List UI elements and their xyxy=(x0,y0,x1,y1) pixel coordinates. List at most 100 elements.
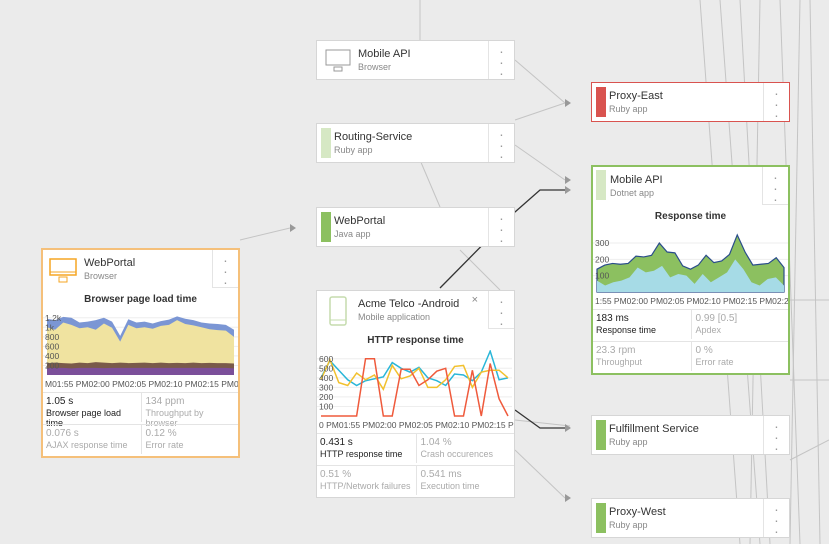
stats-panel: 1.05 s Browser page load time 134 ppm Th… xyxy=(43,392,238,456)
stat-label: Browser page load time xyxy=(46,408,122,428)
app-type-indicator xyxy=(596,87,606,117)
stat-value: 23.3 rpm xyxy=(596,345,636,356)
node-subtitle: Browser xyxy=(358,62,392,72)
node-proxy-west[interactable]: Proxy-West Ruby app · · · xyxy=(591,498,790,538)
stat-label: Execution time xyxy=(420,481,480,491)
x-axis-ticks: 0 PM01:55 PM02:00 PM02:05 PM02:10 PM02:1… xyxy=(319,420,514,430)
stat-label: HTTP/Network failures xyxy=(320,481,411,491)
more-menu-button[interactable]: · · · xyxy=(488,291,514,330)
node-title: WebPortal xyxy=(334,215,386,227)
app-type-indicator xyxy=(321,128,331,158)
stats-panel: 0.431 s HTTP response time 1.04 % Crash … xyxy=(317,433,514,497)
y-tick-label: 500 xyxy=(319,363,333,373)
monitor-icon xyxy=(49,258,77,283)
node-title: Routing-Service xyxy=(334,131,413,143)
close-icon[interactable]: × xyxy=(471,294,478,306)
stat: 0.076 s AJAX response time xyxy=(43,424,141,454)
node-subtitle: Ruby app xyxy=(334,145,373,155)
node-subtitle: Ruby app xyxy=(609,520,648,530)
app-type-indicator xyxy=(596,420,606,450)
y-tick-label: 400 xyxy=(45,351,59,361)
more-menu-button[interactable]: · · · xyxy=(488,124,514,163)
stat: 0.51 % HTTP/Network failures xyxy=(317,465,416,495)
y-tick-label: 400 xyxy=(319,373,333,383)
series-light-blue xyxy=(597,259,784,292)
more-menu-button[interactable]: · · · xyxy=(762,167,788,206)
stat-value: 0.99 [0.5] xyxy=(695,313,738,324)
stat-value: 0 % xyxy=(695,345,713,356)
app-type-indicator xyxy=(321,212,331,242)
card-mobile-api-dotnet[interactable]: Mobile API Dotnet app · · · Response time 3… xyxy=(591,165,790,375)
stat-label: Apdex xyxy=(695,325,722,335)
more-menu-button[interactable]: · · · xyxy=(488,41,514,80)
stat-label: Response time xyxy=(596,325,657,335)
stat: 0.99 [0.5] Apdex xyxy=(690,309,788,339)
mobile-phone-icon xyxy=(329,296,347,326)
y-tick-label: 600 xyxy=(45,341,59,351)
card-title: WebPortal xyxy=(84,257,136,269)
stat: 0 % Error rate xyxy=(690,341,788,371)
card-webportal-browser[interactable]: WebPortal Browser · · · Browser page load … xyxy=(41,248,240,458)
stat-label: Throughput xyxy=(596,357,643,367)
series-yellow xyxy=(47,320,234,375)
card-title: Acme Telco -Android xyxy=(358,298,460,310)
more-menu-button[interactable]: · · · xyxy=(488,208,514,247)
stat-label: Crash occurences xyxy=(420,449,494,459)
chart: 300 200 100 xyxy=(593,233,788,293)
stat: 183 ms Response time xyxy=(593,309,691,339)
node-title: Fulfillment Service xyxy=(609,423,699,435)
card-subtitle: Mobile application xyxy=(358,312,431,322)
monitor-icon xyxy=(325,49,351,72)
node-webportal-java[interactable]: WebPortal Java app · · · xyxy=(316,207,515,247)
x-axis-ticks: 1:55 PM02:00 PM02:05 PM02:10 PM02:15 PM0… xyxy=(595,296,788,306)
chart-title: HTTP response time xyxy=(367,335,464,346)
stat: 1.04 % Crash occurences xyxy=(415,433,514,463)
node-mobile-api-browser[interactable]: Mobile API Browser · · · xyxy=(316,40,515,80)
series-cyan xyxy=(320,350,509,387)
stat-value: 0.51 % xyxy=(320,469,352,480)
y-tick-label: 200 xyxy=(45,360,59,370)
y-tick-label: 300 xyxy=(595,238,609,248)
card-acme-telco-android[interactable]: × Acme Telco -Android Mobile application… xyxy=(316,290,515,498)
stat-value: 183 ms xyxy=(596,313,629,324)
series-purple xyxy=(47,367,234,375)
more-menu-button[interactable]: · · · xyxy=(763,499,789,538)
stat-value: 0.12 % xyxy=(145,428,177,439)
node-subtitle: Java app xyxy=(334,229,371,239)
stat: 1.05 s Browser page load time xyxy=(43,392,141,428)
node-title: Proxy-West xyxy=(609,506,666,518)
series-yellow xyxy=(320,357,509,391)
stat-value: 1.05 s xyxy=(46,396,74,407)
node-title: Proxy-East xyxy=(609,90,663,102)
stat-label: Throughput by browser xyxy=(145,408,204,428)
stats-panel: 183 ms Response time 0.99 [0.5] Apdex 23… xyxy=(593,309,788,373)
stat-value: 134 ppm xyxy=(145,396,185,407)
y-tick-label: 200 xyxy=(595,254,609,264)
node-subtitle: Ruby app xyxy=(609,104,648,114)
y-tick-label: 100 xyxy=(319,401,333,411)
stat-label: HTTP response time xyxy=(320,449,403,459)
stat-value: 0.076 s xyxy=(46,428,79,439)
chart-title: Browser page load time xyxy=(84,294,197,305)
stat-label: AJAX response time xyxy=(46,440,128,450)
node-proxy-east[interactable]: Proxy-East Ruby app · · · xyxy=(591,82,790,122)
node-routing-service[interactable]: Routing-Service Ruby app · · · xyxy=(316,123,515,163)
y-tick-label: 800 xyxy=(45,332,59,342)
card-subtitle: Dotnet app xyxy=(610,188,655,198)
card-subtitle: Browser xyxy=(84,271,118,281)
stat-value: 0.431 s xyxy=(320,437,353,448)
node-fulfillment-service[interactable]: Fulfillment Service Ruby app · · · xyxy=(591,415,790,455)
more-menu-button[interactable]: · · · xyxy=(763,416,789,455)
y-tick-label: 1k xyxy=(45,322,55,332)
y-tick-label: 300 xyxy=(319,382,333,392)
stat-value: 1.04 % xyxy=(420,437,452,448)
more-menu-button[interactable]: · · · xyxy=(763,83,789,122)
card-title: Mobile API xyxy=(610,174,663,186)
more-menu-button[interactable]: · · · xyxy=(212,250,238,289)
y-tick-label: 100 xyxy=(595,271,609,281)
node-subtitle: Ruby app xyxy=(609,437,648,447)
stat-value: 0.541 ms xyxy=(420,469,462,480)
stat: 0.431 s HTTP response time xyxy=(317,433,416,463)
